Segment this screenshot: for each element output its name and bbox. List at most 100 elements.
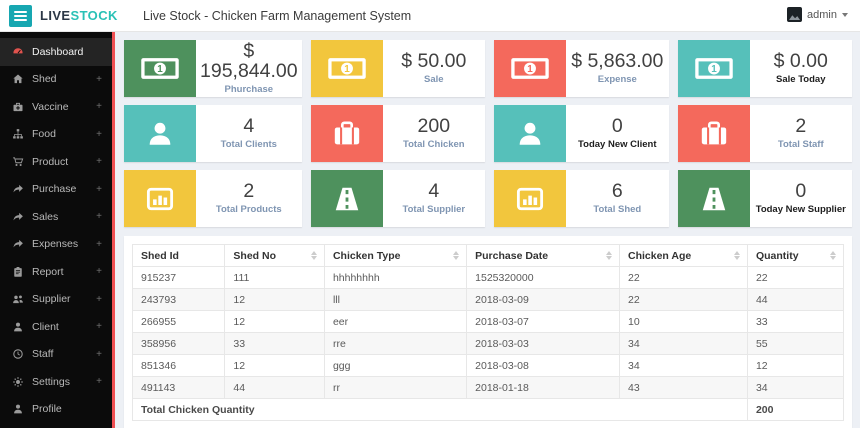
clock-icon <box>12 348 24 360</box>
stat-card-total-clients: 4 Total Clients <box>124 105 302 162</box>
expand-icon: + <box>96 266 102 278</box>
sitemap-icon <box>12 128 24 140</box>
stat-label: Total Products <box>215 203 282 215</box>
table-row: 243793 12 lll 2018-03-09 22 44 <box>131 288 845 311</box>
cell-purchase-date: 2018-03-08 <box>466 354 620 377</box>
stat-label: Phurchase <box>224 83 274 95</box>
cell-shed-id: 243793 <box>131 288 226 311</box>
column-header-chicken-age[interactable]: Chicken Age <box>619 244 748 267</box>
sidebar-item-vaccine[interactable]: Vaccine + <box>0 93 112 121</box>
sidebar-item-label: Supplier <box>32 293 71 306</box>
user-icon <box>12 403 24 415</box>
forward-icon <box>12 183 24 195</box>
sidebar-item-dashboard[interactable]: Dashboard <box>0 38 112 66</box>
stat-label: Today New Supplier <box>755 203 846 215</box>
person-icon <box>494 105 567 162</box>
sidebar-item-label: Report <box>32 265 64 278</box>
sidebar-item-client[interactable]: Client + <box>0 313 112 341</box>
sidebar-item-product[interactable]: Product + <box>0 148 112 176</box>
bar-chart-icon <box>124 170 196 227</box>
table-header-row: Shed Id Shed No Chicken Type Purchase Da… <box>131 244 845 267</box>
sidebar-item-expenses[interactable]: Expenses + <box>0 231 112 259</box>
sort-icon <box>733 251 741 260</box>
logo-suffix: STOCK <box>70 8 118 23</box>
table-row: 851346 12 ggg 2018-03-08 34 12 <box>131 354 845 377</box>
cell-chicken-type: hhhhhhhh <box>323 266 468 289</box>
road-icon <box>310 170 383 227</box>
sidebar-item-purchase[interactable]: Purchase + <box>0 176 112 204</box>
cell-purchase-date: 2018-03-07 <box>466 310 620 333</box>
sidebar-item-report[interactable]: Report + <box>0 258 112 286</box>
stat-card-today-new-client: 0 Today New Client <box>494 105 669 162</box>
column-header-label: Chicken Age <box>628 249 692 262</box>
medkit-icon <box>12 101 24 113</box>
expand-icon: + <box>96 128 102 140</box>
stat-label: Total Clients <box>220 138 277 150</box>
stat-card-total-shed: 6 Total Shed <box>494 170 669 227</box>
forward-icon <box>12 238 24 250</box>
column-header-shed-no[interactable]: Shed No <box>224 244 325 267</box>
expand-icon: + <box>96 293 102 305</box>
sidebar-item-sales[interactable]: Sales + <box>0 203 112 231</box>
user-menu[interactable]: admin <box>787 7 848 22</box>
sidebar-item-label: Dashboard <box>32 45 84 58</box>
column-header-chicken-type[interactable]: Chicken Type <box>323 244 468 267</box>
hamburger-menu-icon[interactable] <box>9 5 32 27</box>
sort-icon <box>310 251 318 260</box>
cell-shed-no: 12 <box>224 310 325 333</box>
money-icon <box>124 40 196 97</box>
page-title: Live Stock - Chicken Farm Management Sys… <box>143 9 412 23</box>
briefcase-icon <box>310 105 383 162</box>
cell-purchase-date: 2018-03-09 <box>466 288 620 311</box>
stat-label: Today New Client <box>578 138 657 150</box>
expand-icon: + <box>96 238 102 250</box>
cell-quantity: 55 <box>746 332 845 355</box>
table-row: 915237 111 hhhhhhhh 1525320000 22 22 <box>131 266 845 289</box>
stat-card-total-chicken: 200 Total Chicken <box>310 105 486 162</box>
bar-chart-icon <box>494 170 567 227</box>
sidebar-item-staff[interactable]: Staff + <box>0 341 112 369</box>
expand-icon: + <box>96 73 102 85</box>
expand-icon: + <box>96 156 102 168</box>
money-icon <box>494 40 567 97</box>
user-name: admin <box>807 8 837 21</box>
cell-chicken-type: rr <box>323 376 468 399</box>
shed-table: Shed Id Shed No Chicken Type Purchase Da… <box>131 244 845 421</box>
stat-label: Total Chicken <box>403 138 465 150</box>
cell-shed-id: 915237 <box>131 266 226 289</box>
briefcase-icon <box>677 105 750 162</box>
avatar <box>787 7 803 22</box>
sidebar-item-settings[interactable]: Settings + <box>0 368 112 396</box>
stat-value: 4 <box>243 115 255 138</box>
stat-value: 2 <box>795 115 807 138</box>
clipboard-icon <box>12 266 24 278</box>
sidebar-item-food[interactable]: Food + <box>0 121 112 149</box>
person-icon <box>124 105 196 162</box>
cell-chicken-type: ggg <box>323 354 468 377</box>
table-footer-row: Total Chicken Quantity 200 <box>132 398 845 421</box>
cell-chicken-type: rre <box>323 332 468 355</box>
column-header-label: Quantity <box>755 249 799 262</box>
total-label: Total Chicken Quantity <box>132 398 748 421</box>
stat-value: 2 <box>243 180 255 203</box>
cell-quantity: 34 <box>746 376 845 399</box>
cart-icon <box>12 156 24 168</box>
cell-chicken-age: 22 <box>619 266 748 289</box>
cell-chicken-age: 22 <box>619 288 748 311</box>
main-content: $ 195,844.00 Phurchase $ 50.00 Sale $ 5,… <box>118 32 860 428</box>
column-header-label: Shed Id <box>141 249 179 262</box>
column-header-purchase-date[interactable]: Purchase Date <box>466 244 620 267</box>
home-icon <box>12 73 24 85</box>
cell-quantity: 44 <box>746 288 845 311</box>
cell-quantity: 12 <box>746 354 845 377</box>
column-header-shed-id[interactable]: Shed Id <box>131 244 226 267</box>
sidebar-item-supplier[interactable]: Supplier + <box>0 286 112 314</box>
column-header-quantity[interactable]: Quantity <box>746 244 845 267</box>
stat-value: 0 <box>611 115 623 138</box>
sidebar-item-shed[interactable]: Shed + <box>0 66 112 94</box>
stat-label: Total Staff <box>777 138 824 150</box>
sidebar-item-profile[interactable]: Profile <box>0 396 112 424</box>
table-row: 266955 12 eer 2018-03-07 10 33 <box>131 310 845 333</box>
column-header-label: Chicken Type <box>332 249 401 262</box>
stat-label: Total Shed <box>593 203 642 215</box>
